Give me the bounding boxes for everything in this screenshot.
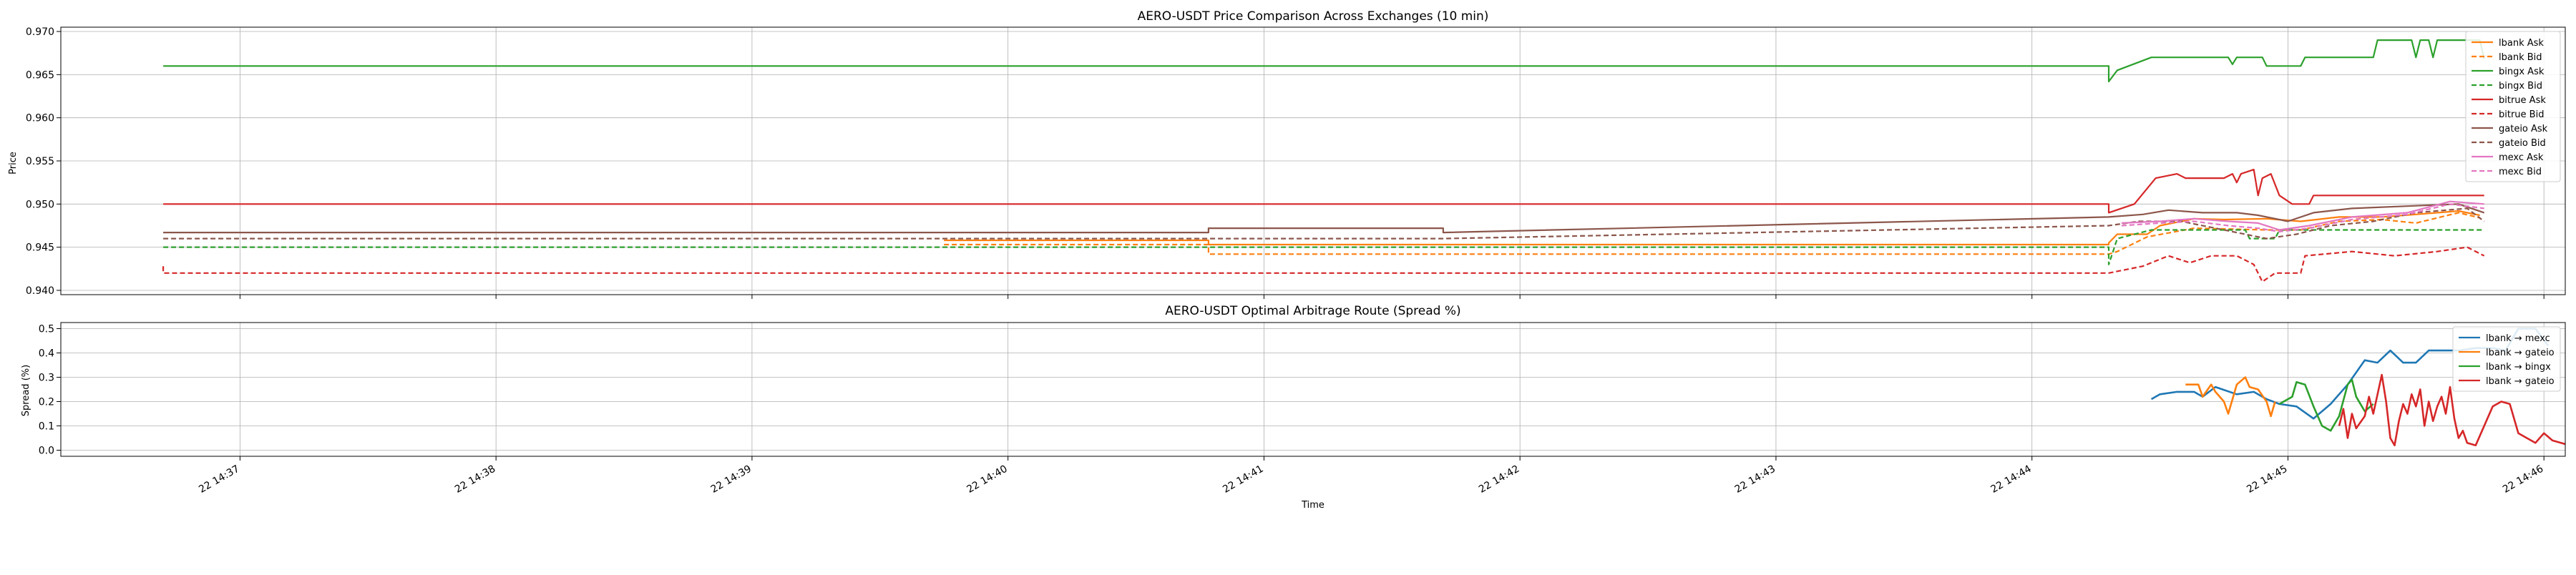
price-series-group	[162, 39, 2485, 282]
spread-legend-label-0: lbank → mexc	[2486, 333, 2550, 344]
price-chart-ylabel: Price	[8, 152, 19, 175]
chart-layers: 0.940 0.945 0.950 0.955 0.960 0.965 0.970 lbank…	[26, 26, 2566, 496]
spread-ytick-label: 0.5	[39, 324, 54, 335]
price-legend-label-6: gateio Ask	[2499, 124, 2548, 134]
spread-legend: lbank → mexc lbank → gateio lbank → bingx l…	[2452, 326, 2561, 392]
spread-series-line-2	[2278, 378, 2374, 432]
price-ytick-label: 0.960	[26, 113, 54, 124]
price-series-line-2	[163, 39, 2485, 83]
spread-ytick-label: 0.3	[39, 373, 54, 384]
spread-plot-frame	[60, 322, 2566, 457]
price-legend-label-9: mexc Bid	[2499, 167, 2542, 177]
price-ytick-label: 0.945	[26, 242, 54, 254]
price-legend-label-4: bitrue Ask	[2499, 95, 2546, 106]
price-legend-box	[2465, 31, 2561, 182]
price-ytick-label: 0.940	[26, 285, 54, 297]
spread-ytick-label: 0.2	[39, 397, 54, 408]
spread-chart-title: AERO-USDT Optimal Arbitrage Route (Sprea…	[1165, 304, 1460, 318]
spread-series-line-1	[2185, 376, 2276, 418]
price-legend-label-2: bingx Ask	[2499, 67, 2545, 77]
price-legend-label-1: lbank Bid	[2499, 52, 2542, 63]
spread-legend-label-3: lbank → gateio	[2486, 376, 2555, 387]
price-ytick-label: 0.970	[26, 26, 54, 38]
price-series-line-5	[162, 246, 2485, 282]
price-legend: lbank Ask lbank Bid bingx Ask bingx Bid bitr…	[2465, 31, 2561, 182]
price-legend-label-8: mexc Ask	[2499, 152, 2544, 163]
price-ytick-label: 0.955	[26, 156, 54, 167]
spread-legend-label-2: lbank → bingx	[2486, 362, 2551, 373]
price-legend-label-3: bingx Bid	[2499, 81, 2542, 92]
price-legend-label-0: lbank Ask	[2499, 38, 2544, 49]
price-panel: 0.940 0.945 0.950 0.955 0.960 0.965 0.970 lbank…	[26, 26, 2566, 299]
price-chart-title: AERO-USDT Price Comparison Across Exchan…	[1138, 9, 1489, 24]
price-series-line-8	[2121, 200, 2484, 231]
price-series-line-3	[163, 229, 2484, 265]
spread-chart-ylabel: Spread (%)	[21, 365, 31, 416]
price-series-line-9	[2121, 203, 2484, 232]
spread-chart-xlabel: Time	[1301, 500, 1324, 511]
spread-ytick-label: 0.0	[39, 446, 54, 457]
price-ytick-label: 0.965	[26, 69, 54, 81]
price-series-line-4	[163, 169, 2484, 214]
price-legend-label-5: bitrue Bid	[2499, 109, 2544, 120]
spread-ytick-label: 0.1	[39, 421, 54, 433]
price-series-line-6	[163, 203, 2485, 234]
spread-legend-box	[2452, 326, 2561, 392]
price-series-line-7	[163, 207, 2485, 240]
price-legend-label-7: gateio Bid	[2499, 138, 2546, 149]
price-ytick-label: 0.950	[26, 199, 54, 210]
price-series-line-1	[944, 212, 2480, 255]
spread-ytick-label: 0.4	[39, 348, 54, 360]
spread-series-line-3	[2338, 373, 2565, 447]
spread-legend-label-1: lbank → gateio	[2486, 348, 2555, 358]
